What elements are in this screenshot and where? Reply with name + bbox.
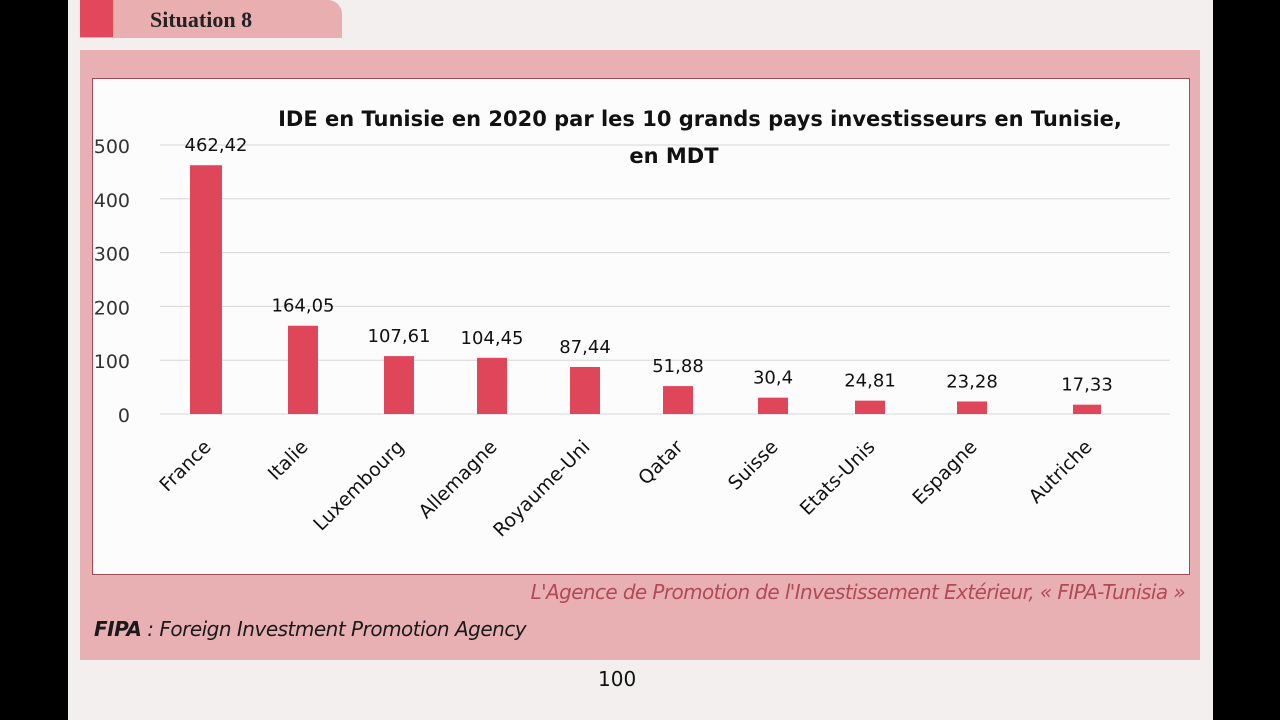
data-label: 24,81 <box>844 371 896 392</box>
data-label: 17,33 <box>1061 375 1113 396</box>
y-tick-label: 500 <box>94 136 130 158</box>
bar-suisse <box>758 397 788 414</box>
data-label: 462,42 <box>185 135 248 156</box>
x-tick-label: Italie <box>264 436 313 485</box>
footnote: FIPA : Foreign Investment Promotion Agen… <box>94 617 527 641</box>
y-tick-label: 100 <box>94 351 130 373</box>
page-number: 100 <box>598 667 637 691</box>
x-tick-label: Suisse <box>724 436 783 495</box>
situation-label: Situation 8 <box>150 7 253 32</box>
chart-area <box>92 78 1190 575</box>
situation-tab <box>80 0 342 38</box>
black-border-right <box>1213 0 1280 720</box>
bar-italie <box>288 325 318 414</box>
x-tick-label: Royaume-Uni <box>489 436 594 541</box>
x-tick-label: Espagne <box>908 436 981 509</box>
data-label: 107,61 <box>368 326 431 347</box>
x-tick-label: Luxembourg <box>309 436 408 535</box>
x-tick-label: Autriche <box>1025 436 1097 508</box>
bar-espagne <box>957 401 987 414</box>
x-tick-label: Allemagne <box>414 436 501 523</box>
bar-qatar <box>663 386 693 414</box>
source-citation: L'Agence de Promotion de l'Investissemen… <box>530 580 1186 604</box>
footnote-abbr: FIPA <box>94 617 142 641</box>
data-label: 23,28 <box>946 371 998 392</box>
x-tick-label: Etats-Unis <box>796 436 880 520</box>
data-label: 104,45 <box>461 328 524 349</box>
y-tick-label: 400 <box>94 190 130 212</box>
y-tick-label: 300 <box>94 244 130 266</box>
data-label: 51,88 <box>652 356 704 377</box>
black-border-left <box>0 0 68 720</box>
footnote-text: : Foreign Investment Promotion Agency <box>141 617 527 641</box>
y-tick-label: 0 <box>118 405 130 427</box>
chart-title: IDE en Tunisie en 2020 par les 10 grands… <box>278 107 1122 131</box>
bar-luxembourg <box>384 356 414 414</box>
x-tick-label: France <box>155 436 215 496</box>
chart-subtitle: en MDT <box>629 144 719 168</box>
data-label: 164,05 <box>272 296 335 317</box>
bar-etats-unis <box>855 400 885 414</box>
data-label: 30,4 <box>753 368 793 389</box>
bar-royaume-uni <box>570 366 600 414</box>
situation-marker <box>80 0 113 37</box>
y-tick-label: 200 <box>94 297 130 319</box>
bar-france <box>190 165 222 414</box>
bar-allemagne <box>477 357 507 414</box>
x-tick-label: Qatar <box>634 436 688 490</box>
bar-autriche <box>1073 404 1101 414</box>
data-label: 87,44 <box>559 337 611 358</box>
